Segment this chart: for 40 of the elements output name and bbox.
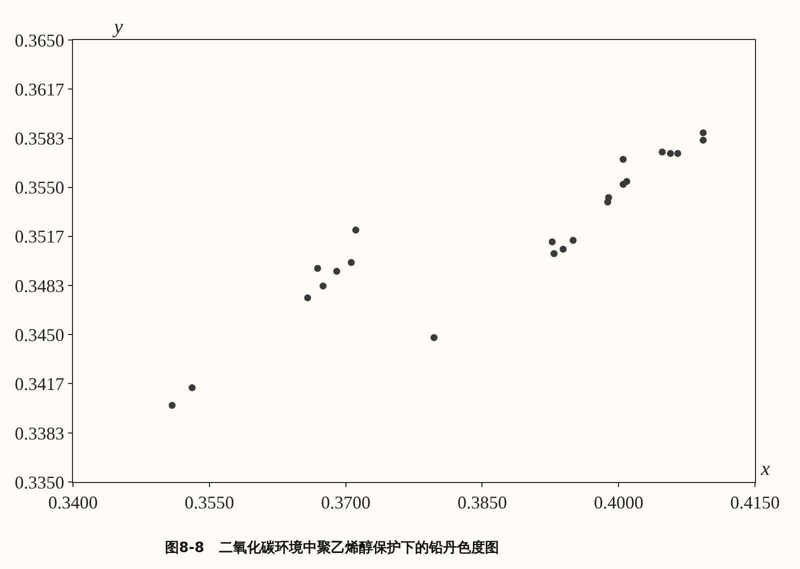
x-tick-label: 0.4000 [594,492,644,513]
point [168,402,176,409]
x-tick-label: 0.3400 [48,492,98,513]
point [666,150,674,157]
point [320,282,327,290]
point [430,334,438,342]
x-tick-label: 0.3550 [184,492,234,513]
text: 图8-8 二氧化碳环境中聚乙烯醇保护下的铅丹色度图 [165,539,499,556]
x-tick-label: 0.3850 [457,492,507,513]
point [700,129,707,136]
y-tick-label: 0.3583 [14,128,64,149]
point [188,384,196,392]
y-tick-label: 0.3650 [14,30,64,50]
point [560,246,567,253]
point [620,156,627,163]
point [674,150,682,157]
point [658,148,666,156]
point [605,194,612,202]
x-axis-title: x [760,458,770,480]
point [314,264,322,272]
point [550,250,558,258]
y-tick-label: 0.3517 [14,226,64,247]
point [304,294,312,302]
point [700,136,707,144]
y-tick-label: 0.3550 [14,178,64,198]
y-tick-label: 0.3450 [14,324,64,345]
point [548,238,556,246]
y-tick-label: 0.3383 [14,423,64,444]
point [348,258,355,266]
y-tick-label: 0.3617 [14,79,64,100]
point [570,236,577,244]
x-tick-label: 0.4150 [730,492,780,513]
y-tick-label: 0.3350 [14,472,64,492]
y-tick-label: 0.3417 [14,374,64,394]
y-axis-title: y [112,16,123,38]
point [352,226,360,234]
point [333,268,340,275]
point [620,180,627,188]
y-tick-label: 0.3483 [14,276,64,296]
x-tick-label: 0.3700 [321,492,371,513]
